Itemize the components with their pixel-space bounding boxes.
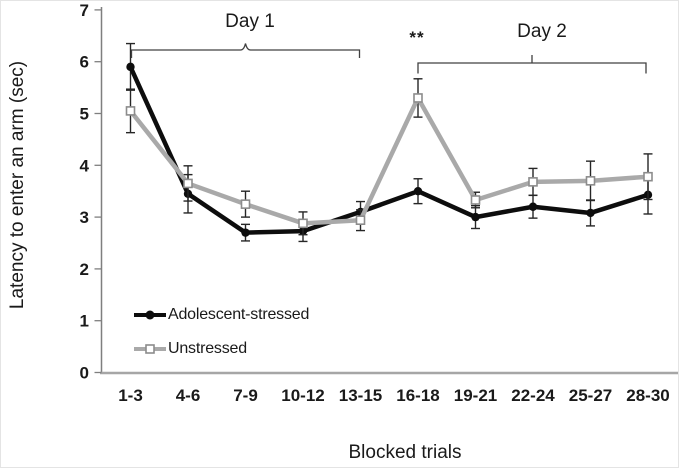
data-point-marker bbox=[413, 93, 423, 103]
legend-marker-open-square-icon bbox=[134, 343, 166, 354]
data-point-marker bbox=[126, 62, 135, 72]
data-point-marker bbox=[471, 212, 480, 222]
legend-label-unstressed: Unstressed bbox=[168, 339, 247, 357]
x-tick-label: 25-27 bbox=[569, 386, 612, 405]
y-tick-label: 3 bbox=[80, 208, 89, 227]
x-tick-label: 22-24 bbox=[511, 386, 555, 405]
series-line-adolescent-stressed bbox=[128, 65, 649, 235]
x-tick-label: 1-3 bbox=[118, 386, 143, 405]
x-tick-label: 28-30 bbox=[626, 386, 669, 405]
data-point-marker bbox=[528, 177, 538, 187]
legend-marker-filled-circle-icon bbox=[134, 310, 166, 319]
x-tick-label: 13-15 bbox=[339, 386, 382, 405]
y-axis-title: Latency to enter an arm (sec) bbox=[7, 60, 28, 310]
series-adolescent-stressed bbox=[126, 42, 653, 243]
y-tick-label: 0 bbox=[80, 364, 89, 383]
x-tick-label: 16-18 bbox=[396, 386, 439, 405]
data-point-marker bbox=[643, 171, 653, 182]
data-point-marker bbox=[125, 106, 136, 116]
x-tick-label: 4-6 bbox=[176, 386, 201, 405]
y-tick-label: 4 bbox=[80, 156, 90, 175]
series-unstressed bbox=[125, 78, 653, 236]
y-tick-label: 6 bbox=[80, 53, 89, 72]
day2-annotation-label: Day 2 bbox=[517, 21, 567, 42]
data-point-marker bbox=[240, 199, 251, 209]
data-point-marker bbox=[585, 176, 596, 186]
legend: Adolescent-stressed Unstressed bbox=[133, 305, 309, 373]
y-tick-label: 1 bbox=[80, 312, 89, 331]
data-point-marker bbox=[413, 187, 423, 196]
data-point-marker bbox=[183, 178, 193, 189]
day2-bracket bbox=[417, 55, 647, 74]
data-point-marker bbox=[470, 195, 481, 205]
significance-asterisks: ** bbox=[409, 28, 425, 47]
legend-item-unstressed: Unstressed bbox=[133, 339, 309, 358]
x-tick-label: 7-9 bbox=[233, 386, 258, 405]
day1-bracket bbox=[130, 43, 361, 58]
x-tick-label: 19-21 bbox=[454, 386, 497, 405]
data-point-marker bbox=[241, 228, 250, 237]
data-point-marker bbox=[586, 208, 595, 218]
y-tick-label: 7 bbox=[80, 1, 89, 20]
day1-annotation-label: Day 1 bbox=[225, 11, 275, 32]
x-tick-label: 10-12 bbox=[281, 386, 324, 405]
data-point-marker bbox=[298, 218, 308, 229]
data-point-marker bbox=[355, 215, 366, 226]
legend-label-adolescent-stressed: Adolescent-stressed bbox=[168, 305, 310, 323]
y-tick-label: 5 bbox=[80, 105, 89, 124]
legend-item-adolescent-stressed: Adolescent-stressed bbox=[133, 305, 309, 324]
x-axis-title: Blocked trials bbox=[348, 442, 462, 463]
data-point-marker bbox=[528, 202, 538, 211]
y-tick-label: 2 bbox=[80, 260, 89, 279]
series-line-unstressed bbox=[128, 95, 649, 226]
